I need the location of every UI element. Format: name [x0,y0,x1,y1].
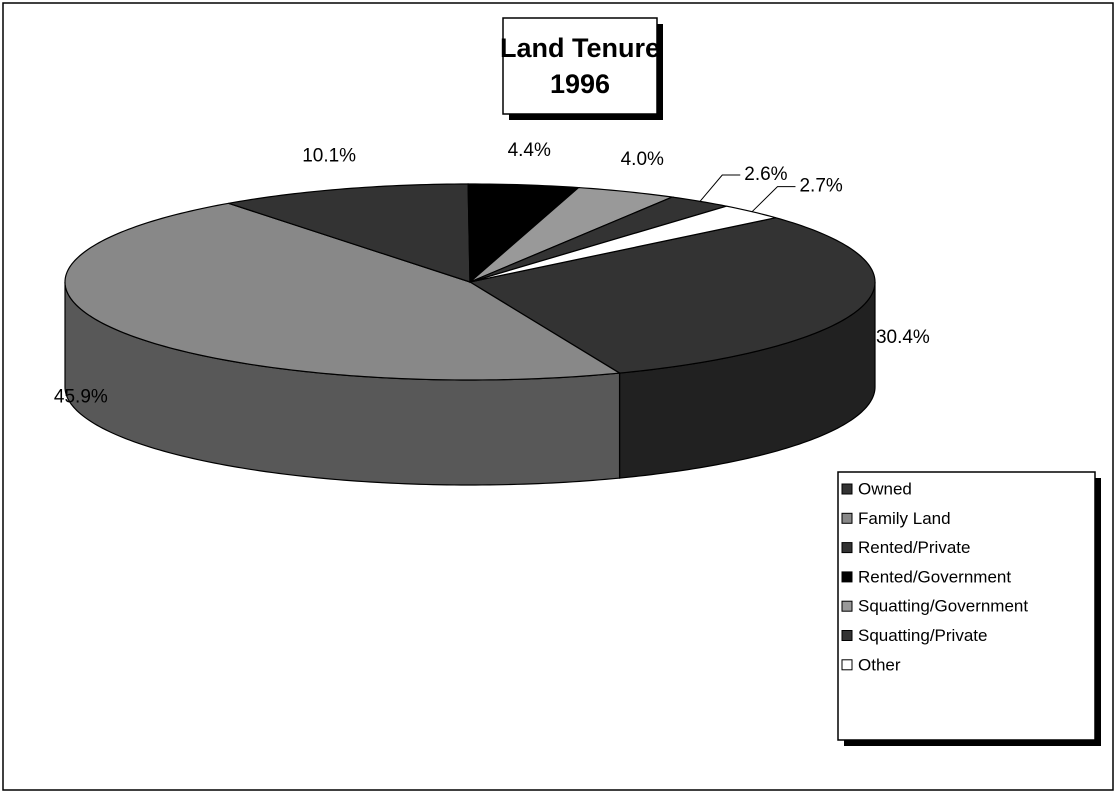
data-label: 4.4% [508,140,551,161]
legend-swatch [841,512,853,524]
legend-swatch [841,483,853,495]
legend-items: Owned Family Land Rented/Private Rented/Gov… [841,479,1028,674]
leader-line [751,186,796,213]
legend-label: Other [858,655,901,674]
slice [467,183,581,284]
slice [469,196,727,283]
chart-title: Land Tenure [500,33,660,63]
legend-label: Rented/Private [858,538,970,557]
data-label: 2.7% [799,176,842,197]
legend-label: Rented/Government [858,567,1011,586]
slice [468,217,876,374]
leader-line [699,174,741,202]
legend-swatch [841,630,853,641]
title-box [502,17,658,115]
legend-swatch [841,571,853,583]
pie: 30.4% 45.9% 10.1% 4.4% 4.0% 2.6% 2.7% [54,140,930,486]
data-label: 45.9% [54,387,108,408]
legend-swatch [841,659,853,671]
slice [228,183,471,283]
slice [469,186,675,283]
legend-label: Family Land [858,509,951,528]
legend-label: Squatting/Government [858,597,1028,616]
data-label: 30.4% [876,327,930,348]
data-label: 4.0% [621,149,664,170]
legend-label: Owned [858,479,912,498]
legend-swatch [841,600,853,612]
legend [837,471,1096,741]
legend-label: Squatting/Private [858,626,987,645]
slice [469,205,776,283]
data-label: 2.6% [744,164,787,185]
data-label: 10.1% [302,146,356,167]
legend-swatch [841,542,853,554]
chart-subtitle: 1996 [550,69,610,99]
slice [64,202,622,381]
